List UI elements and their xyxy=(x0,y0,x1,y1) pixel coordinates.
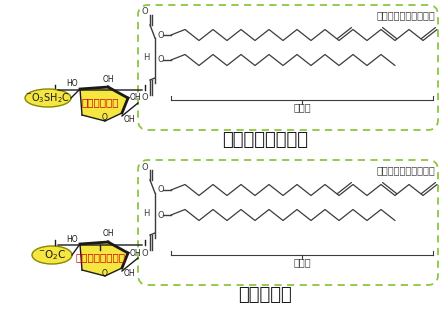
Text: O: O xyxy=(158,186,165,194)
Ellipse shape xyxy=(32,246,72,264)
Polygon shape xyxy=(80,242,128,276)
Polygon shape xyxy=(80,87,128,121)
Text: O: O xyxy=(102,114,108,122)
Text: グルクロン酸: グルクロン酸 xyxy=(81,97,119,107)
Text: H: H xyxy=(144,54,150,63)
Text: HO: HO xyxy=(66,80,78,89)
Text: $^{-}$O$_3$SH$_2$C: $^{-}$O$_3$SH$_2$C xyxy=(25,91,70,105)
Text: O: O xyxy=(158,211,165,219)
Text: 脂肪酸: 脂肪酸 xyxy=(293,257,311,267)
Text: OH: OH xyxy=(124,269,136,279)
Text: ジアシルグリセロール: ジアシルグリセロール xyxy=(376,165,435,175)
Text: O: O xyxy=(142,8,148,17)
Text: OH: OH xyxy=(130,249,142,258)
Text: OH: OH xyxy=(124,115,136,124)
Text: グルクロン酸脂質: グルクロン酸脂質 xyxy=(222,131,308,149)
Text: HO: HO xyxy=(66,234,78,244)
Text: O: O xyxy=(158,55,165,64)
Text: OH: OH xyxy=(103,229,115,239)
Text: O: O xyxy=(142,249,148,258)
Text: $^{-}$O$_2$C: $^{-}$O$_2$C xyxy=(38,248,66,262)
Text: ジアシルグリセロール: ジアシルグリセロール xyxy=(376,10,435,20)
Text: 脂肪酸: 脂肪酸 xyxy=(293,102,311,112)
Text: H: H xyxy=(144,208,150,218)
Text: O: O xyxy=(142,162,148,172)
Text: スルホキノボース: スルホキノボース xyxy=(75,252,125,262)
Ellipse shape xyxy=(25,89,71,107)
Text: スルホ脂質: スルホ脂質 xyxy=(238,286,292,304)
Text: O: O xyxy=(102,269,108,278)
Text: OH: OH xyxy=(130,94,142,102)
Text: O: O xyxy=(158,30,165,39)
Text: O: O xyxy=(142,94,148,102)
Text: OH: OH xyxy=(103,74,115,84)
